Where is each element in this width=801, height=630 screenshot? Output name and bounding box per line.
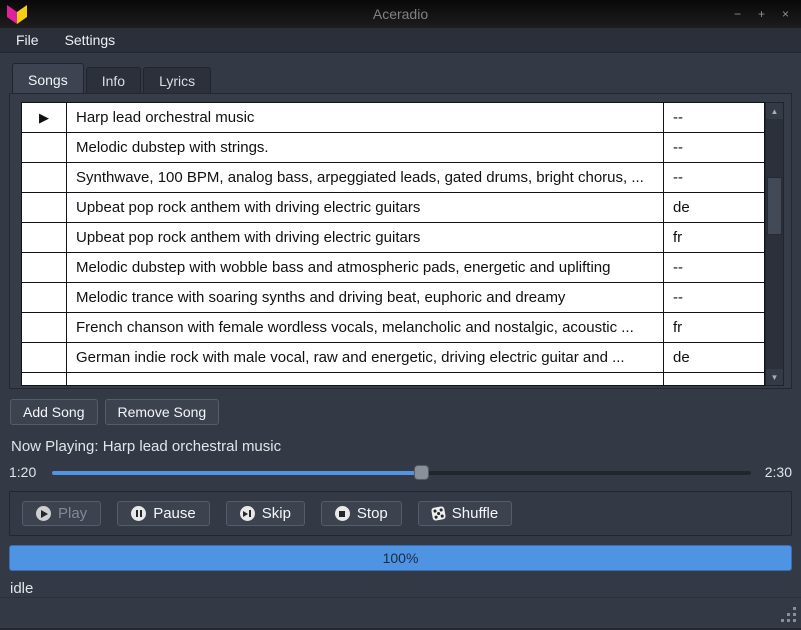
pause-label: Pause [153,505,196,522]
transport-controls: Play Pause Skip Stop Shuffle [9,491,792,536]
stop-label: Stop [356,505,388,522]
resize-grip[interactable] [777,603,797,623]
playing-indicator-cell [22,193,67,222]
song-lang-cell[interactable]: -- [673,259,683,276]
song-lang-cell[interactable]: de [673,199,690,216]
add-song-button[interactable]: Add Song [10,399,98,425]
table-row[interactable]: Melodic dubstep with wobble bass and atm… [22,253,764,283]
song-title-cell[interactable]: German indie rock with male vocal, raw a… [67,343,664,372]
dice-icon [430,505,446,522]
app-logo-icon [0,0,34,28]
song-title-cell[interactable]: Melodic trance with soaring synths and d… [67,283,664,312]
maximize-icon[interactable]: + [757,7,765,21]
songs-table: ▶ Harp lead orchestral music -- Melodic … [21,102,765,386]
elapsed-time: 1:20 [9,464,37,480]
playing-indicator-cell: ▶ [22,103,67,132]
pause-icon [131,506,147,521]
playing-indicator-cell [22,253,67,282]
song-lang-cell[interactable]: -- [673,169,683,186]
table-scrollbar[interactable]: ▲ ▼ [765,102,784,386]
menu-bar: File Settings [0,28,801,53]
skip-button[interactable]: Skip [225,501,305,526]
table-row[interactable]: Upbeat pop rock anthem with driving elec… [22,223,764,253]
table-row[interactable] [22,373,764,385]
playing-indicator-cell [22,343,67,372]
slider-handle[interactable] [414,464,430,480]
song-title-cell[interactable] [67,373,664,385]
song-lang-cell[interactable] [664,373,764,385]
pause-button[interactable]: Pause [117,501,210,526]
progress-value: 100% [382,550,419,566]
stop-icon [334,506,350,521]
table-row[interactable]: Melodic trance with soaring synths and d… [22,283,764,313]
songs-tab-panel: ▶ Harp lead orchestral music -- Melodic … [9,93,792,389]
window-controls: − + × [734,0,801,28]
playing-indicator-cell [22,133,67,162]
shuffle-label: Shuffle [451,505,499,522]
song-title-cell[interactable]: Upbeat pop rock anthem with driving elec… [67,223,664,252]
scroll-up-icon[interactable]: ▲ [766,103,783,119]
song-lang-cell[interactable]: fr [673,319,683,336]
tab-bar: Songs Info Lyrics [12,63,792,94]
tab-info[interactable]: Info [85,67,142,94]
table-row[interactable]: ▶ Harp lead orchestral music -- [22,103,764,133]
close-icon[interactable]: × [781,7,789,21]
menu-file[interactable]: File [16,32,39,48]
shuffle-button[interactable]: Shuffle [417,501,513,526]
table-row[interactable]: Synthwave, 100 BPM, analog bass, arpeggi… [22,163,764,193]
status-text: idle [10,580,34,597]
song-title-cell[interactable]: Melodic dubstep with strings. [67,133,664,162]
song-title-cell[interactable]: Melodic dubstep with wobble bass and atm… [67,253,664,282]
song-lang-cell[interactable]: de [673,349,690,366]
song-lang-cell[interactable]: -- [673,289,683,306]
song-lang-cell[interactable]: -- [673,139,683,156]
table-row[interactable]: French chanson with female wordless voca… [22,313,764,343]
minimize-icon[interactable]: − [733,7,741,21]
remove-song-button[interactable]: Remove Song [104,399,220,425]
song-lang-cell[interactable]: fr [673,229,683,246]
progress-bar: 100% [9,545,792,571]
tab-songs[interactable]: Songs [12,63,84,94]
tab-lyrics[interactable]: Lyrics [143,67,212,94]
slider-fill [52,470,423,475]
now-playing-label: Now Playing: Harp lead orchestral music [11,438,282,455]
main-content: Songs Info Lyrics ▶ Harp lead orchestral… [0,53,801,597]
scrollbar-thumb[interactable] [767,177,782,235]
song-actions: Add Song Remove Song [10,399,792,425]
play-button[interactable]: Play [22,501,102,526]
table-row[interactable]: Upbeat pop rock anthem with driving elec… [22,193,764,223]
playing-indicator-cell [22,373,67,385]
title-bar: Aceradio − + × [0,0,801,28]
stop-button[interactable]: Stop [320,501,402,526]
window-title: Aceradio [372,6,429,22]
skip-label: Skip [261,505,291,522]
table-row[interactable]: Melodic dubstep with strings. -- [22,133,764,163]
menu-settings[interactable]: Settings [64,32,116,48]
playing-indicator-cell [22,163,67,192]
song-title-cell[interactable]: Synthwave, 100 BPM, analog bass, arpeggi… [67,163,664,192]
play-label: Play [58,505,88,522]
song-title-cell[interactable]: French chanson with female wordless voca… [67,313,664,342]
song-lang-cell[interactable]: -- [673,109,683,126]
seek-slider[interactable] [52,464,751,480]
song-title-cell[interactable]: Harp lead orchestral music [67,103,664,132]
playing-indicator-cell [22,313,67,342]
status-bar [0,597,801,630]
song-title-cell[interactable]: Upbeat pop rock anthem with driving elec… [67,193,664,222]
skip-icon [239,506,255,521]
scroll-down-icon[interactable]: ▼ [766,369,783,385]
total-time: 2:30 [764,464,792,480]
play-icon [36,506,51,521]
table-row[interactable]: German indie rock with male vocal, raw a… [22,343,764,373]
seek-row: 1:20 2:30 [9,464,792,480]
playing-indicator-cell [22,223,67,252]
playing-indicator-cell [22,283,67,312]
